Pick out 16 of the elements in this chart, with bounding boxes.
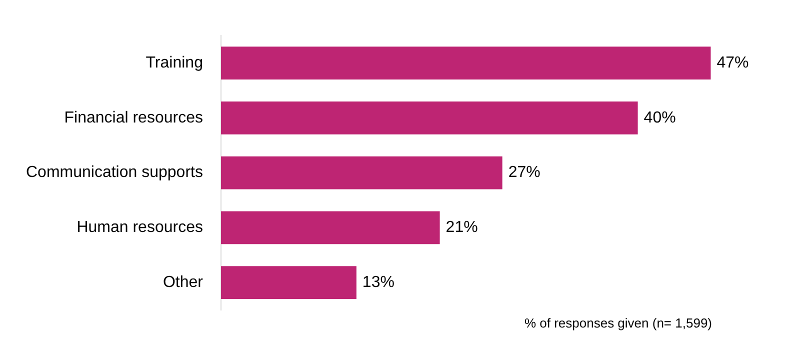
- y-tick-label: Training: [146, 54, 203, 72]
- text: % of responses given (n= 1,599): [524, 316, 712, 331]
- data-label: 21%: [446, 219, 478, 236]
- data-label: 27%: [508, 164, 540, 182]
- y-tick-label: Human resources: [76, 219, 203, 236]
- bar: [220, 101, 638, 134]
- data-label: 40%: [644, 109, 676, 126]
- y-tick-label: Financial resources: [64, 109, 203, 126]
- bar: [220, 46, 711, 80]
- bar: [220, 266, 356, 300]
- y-tick-label: Communication supports: [26, 164, 203, 182]
- data-label: 47%: [716, 54, 749, 72]
- y-tick-label: Other: [162, 274, 204, 291]
- bar: [220, 156, 502, 190]
- data-label: 13%: [362, 274, 394, 291]
- bar: [220, 211, 440, 244]
